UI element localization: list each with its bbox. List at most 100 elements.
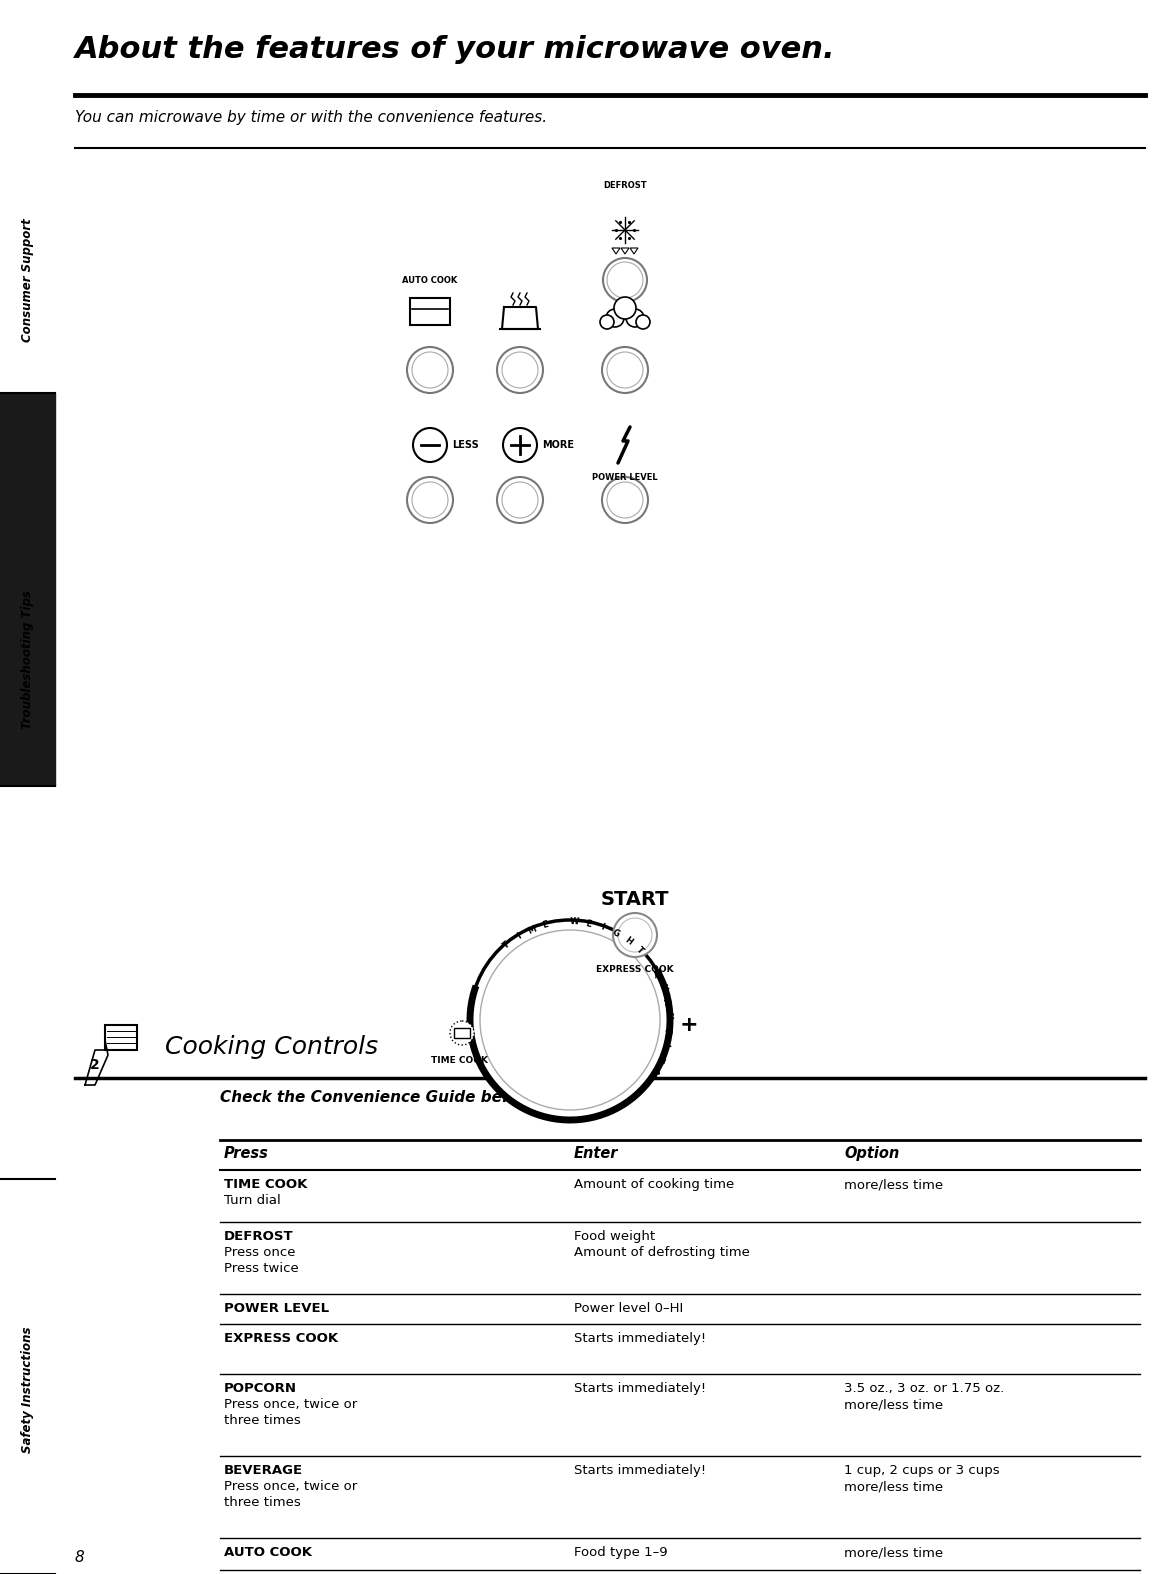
- Text: You can microwave by time or with the convenience features.: You can microwave by time or with the co…: [75, 110, 547, 124]
- Text: Troubleshooting Tips: Troubleshooting Tips: [21, 590, 34, 729]
- Circle shape: [603, 346, 648, 394]
- Text: U: U: [657, 982, 668, 992]
- Text: 8: 8: [75, 1550, 85, 1565]
- Text: Turn dial: Turn dial: [224, 1195, 281, 1207]
- Text: I: I: [600, 922, 606, 932]
- Text: AUTO COOK: AUTO COOK: [403, 275, 457, 285]
- Text: W: W: [569, 918, 579, 927]
- Text: -: -: [557, 918, 562, 927]
- Circle shape: [412, 482, 448, 518]
- Circle shape: [607, 261, 643, 297]
- Circle shape: [614, 297, 636, 320]
- Circle shape: [626, 309, 644, 327]
- Bar: [0, 785, 55, 1179]
- Circle shape: [606, 309, 623, 327]
- Text: Option: Option: [844, 1146, 900, 1162]
- Circle shape: [479, 930, 659, 1110]
- Text: -: -: [644, 957, 654, 966]
- Circle shape: [636, 315, 650, 329]
- Text: MORE: MORE: [542, 441, 574, 450]
- Text: E: E: [542, 921, 549, 930]
- Text: Food type 1–9: Food type 1–9: [574, 1546, 668, 1558]
- Text: Consumer Support: Consumer Support: [21, 219, 34, 342]
- Text: T: T: [502, 940, 512, 951]
- Circle shape: [413, 428, 447, 463]
- Bar: [0, 394, 55, 785]
- Text: Amount of defrosting time: Amount of defrosting time: [574, 1247, 750, 1259]
- Text: 2: 2: [91, 1058, 100, 1072]
- Bar: [410, 297, 450, 324]
- Text: Check the Convenience Guide before you begin.: Check the Convenience Guide before you b…: [219, 1091, 633, 1105]
- Text: T: T: [655, 1055, 665, 1062]
- Text: Starts immediately!: Starts immediately!: [574, 1382, 706, 1395]
- Text: AUTO COOK: AUTO COOK: [224, 1546, 312, 1558]
- Text: Press once, twice or: Press once, twice or: [224, 1398, 358, 1410]
- Text: POWER LEVEL: POWER LEVEL: [592, 474, 658, 482]
- Text: Cooking Controls: Cooking Controls: [165, 1036, 378, 1059]
- Text: three times: three times: [224, 1413, 301, 1428]
- Circle shape: [497, 477, 543, 523]
- Text: more/less time: more/less time: [844, 1398, 943, 1410]
- Text: About the features of your microwave oven.: About the features of your microwave ove…: [75, 35, 836, 65]
- Text: Power level 0–HI: Power level 0–HI: [574, 1302, 684, 1314]
- Text: EXPRESS COOK: EXPRESS COOK: [224, 1332, 338, 1346]
- Text: Press twice: Press twice: [224, 1262, 298, 1275]
- Circle shape: [470, 919, 670, 1121]
- Text: T: T: [634, 946, 644, 955]
- Text: EXPRESS COOK: EXPRESS COOK: [597, 965, 673, 974]
- Text: Enter: Enter: [574, 1146, 619, 1162]
- Text: A: A: [661, 998, 671, 1006]
- Text: M: M: [526, 924, 538, 935]
- Text: START: START: [600, 889, 669, 910]
- Text: Y: Y: [648, 1066, 659, 1077]
- Text: E: E: [585, 919, 592, 929]
- Circle shape: [600, 315, 614, 329]
- Text: Amount of cooking time: Amount of cooking time: [574, 1177, 734, 1192]
- Text: H: H: [622, 935, 634, 948]
- Text: more/less time: more/less time: [844, 1177, 943, 1192]
- Text: I: I: [661, 1042, 670, 1047]
- Text: Starts immediately!: Starts immediately!: [574, 1464, 706, 1476]
- Text: 3.5 oz., 3 oz. or 1.75 oz.: 3.5 oz., 3 oz. or 1.75 oz.: [844, 1382, 1004, 1395]
- Circle shape: [607, 482, 643, 518]
- Text: Safety Instructions: Safety Instructions: [21, 1327, 34, 1453]
- Text: Q: Q: [651, 968, 662, 979]
- Circle shape: [618, 918, 652, 952]
- Text: Press once, twice or: Press once, twice or: [224, 1480, 358, 1494]
- Circle shape: [502, 482, 538, 518]
- Circle shape: [497, 346, 543, 394]
- Text: more/less time: more/less time: [844, 1480, 943, 1494]
- Text: Press: Press: [224, 1146, 269, 1162]
- Circle shape: [450, 1022, 474, 1045]
- Text: G: G: [611, 929, 621, 940]
- Text: 1 cup, 2 cups or 3 cups: 1 cup, 2 cups or 3 cups: [844, 1464, 1000, 1476]
- Text: Operating Instructions: Operating Instructions: [21, 944, 34, 1096]
- Text: N: N: [663, 1012, 672, 1020]
- Text: I: I: [515, 932, 522, 941]
- Circle shape: [613, 913, 657, 957]
- Circle shape: [503, 428, 538, 463]
- Text: POPCORN: POPCORN: [224, 1382, 297, 1395]
- Text: Press once: Press once: [224, 1247, 296, 1259]
- Bar: [0, 0, 55, 394]
- Text: DEFROST: DEFROST: [224, 1229, 294, 1243]
- Circle shape: [412, 353, 448, 389]
- Circle shape: [502, 353, 538, 389]
- Circle shape: [607, 353, 643, 389]
- Text: TIME COOK: TIME COOK: [224, 1177, 308, 1192]
- Text: POWER LEVEL: POWER LEVEL: [224, 1302, 329, 1314]
- Bar: [454, 1028, 470, 1037]
- Text: DEFROST: DEFROST: [604, 181, 647, 190]
- Text: T: T: [663, 1026, 672, 1034]
- Text: +: +: [680, 1015, 699, 1036]
- Text: Food weight: Food weight: [574, 1229, 655, 1243]
- Text: BEVERAGE: BEVERAGE: [224, 1464, 303, 1476]
- Text: more/less time: more/less time: [844, 1546, 943, 1558]
- Text: Starts immediately!: Starts immediately!: [574, 1332, 706, 1346]
- Text: three times: three times: [224, 1495, 301, 1509]
- Circle shape: [603, 477, 648, 523]
- Circle shape: [408, 477, 453, 523]
- Circle shape: [603, 258, 647, 302]
- Bar: [104, 1025, 137, 1050]
- Text: TIME COOK: TIME COOK: [432, 1056, 489, 1066]
